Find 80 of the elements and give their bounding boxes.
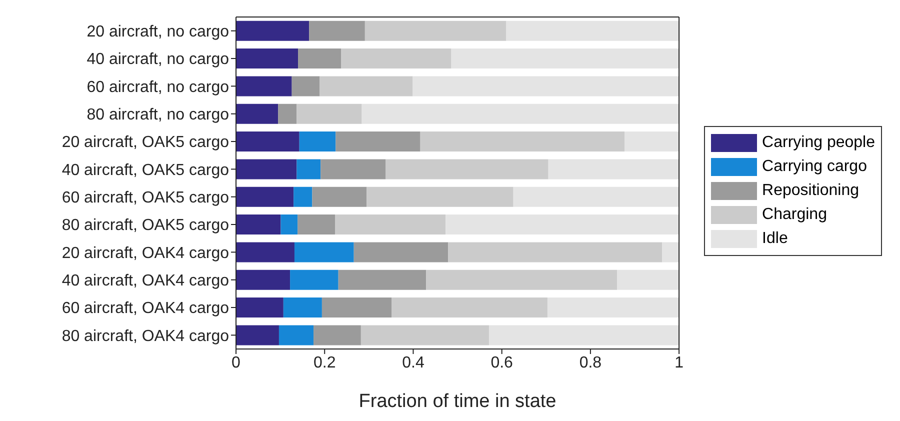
bar [392, 298, 548, 318]
y-tick-label: 80 aircraft, no cargo [86, 106, 230, 124]
bar [283, 298, 322, 318]
y-tick-label: 60 aircraft, OAK5 cargo [62, 190, 230, 207]
bar [426, 270, 618, 290]
legend-label: Carrying cargo [762, 158, 867, 176]
y-tick-label: 20 aircraft, OAK5 cargo [62, 134, 230, 152]
bar [294, 242, 354, 262]
bar [336, 132, 420, 152]
bar [236, 20, 310, 41]
bar [662, 242, 680, 262]
bar [320, 76, 413, 96]
bar [354, 242, 448, 262]
bar [236, 159, 297, 180]
bar [278, 325, 314, 346]
x-tick-label: 1 [674, 354, 684, 372]
y-tick-label: 80 aircraft, OAK5 cargo [62, 217, 230, 234]
bar [236, 132, 300, 152]
bar [360, 325, 489, 346]
bar [298, 48, 341, 69]
legend-label: Charging [762, 206, 827, 224]
x-tick-label: 0.8 [579, 354, 602, 372]
x-tick-label: 0 [232, 354, 241, 372]
bar [298, 214, 336, 235]
bar [506, 20, 680, 41]
bar [294, 186, 312, 207]
bar [236, 242, 294, 262]
bar [278, 104, 297, 124]
bar [236, 214, 281, 235]
x-tick-label: 0.4 [402, 354, 424, 372]
bar [236, 76, 292, 96]
bar [341, 48, 452, 69]
bar [236, 325, 279, 346]
y-tick-label: 40 aircraft, OAK4 cargo [62, 272, 230, 290]
y-tick-label: 40 aircraft, no cargo [86, 51, 230, 68]
bar [362, 104, 680, 124]
bar [513, 186, 680, 207]
bar [236, 48, 298, 69]
bar [548, 159, 680, 180]
bar [312, 186, 367, 207]
bar [236, 186, 294, 207]
bar [236, 298, 284, 318]
bar [296, 159, 321, 180]
bar [338, 270, 426, 290]
bar [236, 104, 278, 124]
bar [320, 159, 386, 180]
bar [412, 76, 680, 96]
bar [488, 325, 680, 346]
bar [617, 270, 680, 290]
bar [322, 298, 392, 318]
bar [280, 214, 298, 235]
bar [292, 76, 320, 96]
x-axis-title: Fraction of time in state [358, 391, 556, 412]
bar [335, 214, 446, 235]
bar [420, 132, 625, 152]
x-tick-label: 0.6 [490, 354, 514, 372]
bar [299, 132, 336, 152]
y-tick-label: 20 aircraft, no cargo [86, 24, 230, 41]
bar [451, 48, 680, 69]
legend-label: Repositioning [762, 182, 859, 200]
y-tick-label: 60 aircraft, OAK4 cargo [62, 300, 230, 318]
bar [386, 159, 548, 180]
bar [290, 270, 338, 290]
bar [309, 20, 365, 41]
bar [547, 298, 680, 318]
bar [364, 20, 506, 41]
bar [314, 325, 361, 346]
bar [366, 186, 514, 207]
bar [236, 270, 290, 290]
bar [296, 104, 362, 124]
bar [446, 214, 680, 235]
bar [448, 242, 662, 262]
legend-label: Idle [762, 230, 788, 248]
legend-label: Carrying people [762, 134, 875, 152]
x-tick-label: 0.2 [313, 354, 336, 372]
bar [624, 132, 680, 152]
y-tick-label: 60 aircraft, no cargo [86, 78, 230, 96]
y-tick-label: 40 aircraft, OAK5 cargo [62, 162, 230, 179]
y-tick-label: 20 aircraft, OAK4 cargo [62, 244, 230, 262]
y-tick-label: 80 aircraft, OAK4 cargo [62, 328, 230, 345]
